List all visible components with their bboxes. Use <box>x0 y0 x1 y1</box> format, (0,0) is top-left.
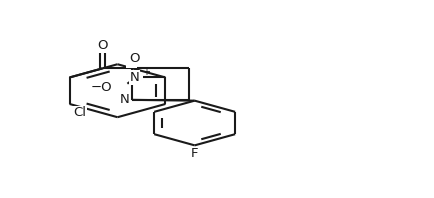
Text: O: O <box>129 52 140 65</box>
Text: +: + <box>142 67 150 77</box>
Text: N: N <box>120 93 130 106</box>
Text: O: O <box>97 39 108 52</box>
Text: F: F <box>191 148 198 160</box>
Text: −O: −O <box>91 81 113 94</box>
Text: N: N <box>127 54 137 68</box>
Text: N: N <box>129 71 139 84</box>
Text: Cl: Cl <box>73 107 86 119</box>
